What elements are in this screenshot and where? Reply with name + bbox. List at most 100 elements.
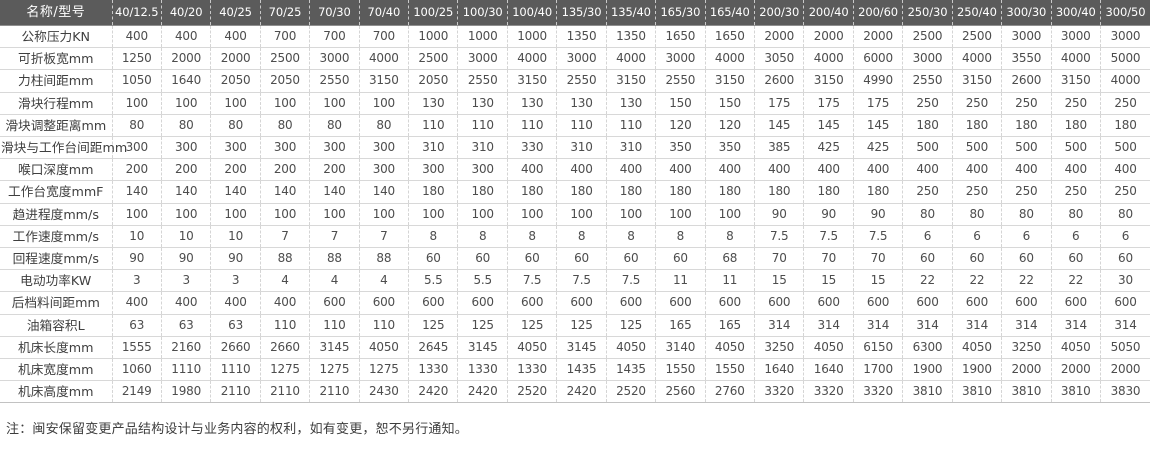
table-cell: 4 (259, 269, 310, 292)
table-cell: 4000 (803, 47, 854, 70)
table-cell: 180 (951, 114, 1002, 137)
column-header-model: 70/30 (309, 0, 360, 26)
table-cell: 110 (259, 314, 310, 337)
table-cell: 3000 (457, 47, 508, 70)
table-cell: 100 (210, 203, 261, 226)
table-cell: 4 (309, 269, 360, 292)
table-cell: 80 (951, 203, 1002, 226)
table-cell: 125 (556, 314, 607, 337)
table-cell: 330 (506, 136, 557, 159)
table-cell: 250 (902, 92, 953, 115)
table-cell: 165 (655, 314, 706, 337)
table-cell: 100 (704, 203, 755, 226)
table-cell: 400 (951, 158, 1002, 181)
table-cell: 8 (506, 225, 557, 248)
row-label: 趋进程度mm/s (12, 206, 99, 222)
table-cell: 400 (210, 291, 261, 315)
table-cell: 400 (1099, 158, 1150, 181)
table-cell: 500 (902, 136, 953, 159)
column-header-model: 300/50 (1099, 0, 1150, 26)
table-cell: 425 (803, 136, 854, 159)
table-cell: 60 (408, 247, 458, 270)
table-cell: 100 (408, 203, 458, 226)
table-cell: 90 (803, 203, 854, 226)
table-cell: 180 (506, 180, 557, 204)
row-label: 滑块行程mm (18, 95, 94, 111)
table-cell: 1650 (704, 25, 755, 48)
table-cell: 3150 (605, 69, 656, 93)
table-cell: 4050 (1050, 336, 1101, 359)
column-header-model: 200/60 (852, 0, 903, 26)
table-cell: 310 (605, 136, 656, 159)
table-cell: 600 (556, 291, 607, 315)
table-cell: 4050 (506, 336, 557, 359)
column-header-model: 300/30 (1001, 0, 1052, 26)
table-cell: 100 (358, 92, 409, 115)
table-cell: 7.5 (605, 269, 656, 292)
table-cell: 2500 (408, 47, 458, 70)
table-cell: 180 (704, 180, 755, 204)
table-cell: 90 (754, 203, 804, 226)
table-cell: 250 (1099, 180, 1150, 204)
table-cell: 314 (951, 314, 1002, 337)
table-cell: 100 (111, 203, 162, 226)
table-cell: 120 (655, 114, 706, 137)
table-row: 滑块与工作台间距mm 300 300 300 300 300 300 310 310 330 310… (0, 136, 1150, 159)
table-cell: 2600 (1001, 69, 1052, 93)
table-cell: 2050 (210, 69, 261, 93)
row-label: 电动功率KW (20, 273, 92, 289)
table-cell: 3000 (1001, 25, 1052, 48)
column-header-model: 40/25 (210, 0, 261, 26)
row-label: 力柱间距mm (18, 73, 94, 89)
column-header-model: 135/40 (605, 0, 656, 26)
table-cell: 400 (210, 25, 261, 48)
table-cell: 600 (605, 291, 656, 315)
table-row: 公称压力KN 400 400 400 700 700 700 1000 1000 1000 1350… (0, 25, 1150, 48)
table-cell: 350 (655, 136, 706, 159)
table-cell: 180 (1050, 114, 1101, 137)
table-cell: 110 (408, 114, 458, 137)
column-header-model: 40/12.5 (111, 0, 162, 26)
table-cell: 22 (1001, 269, 1052, 292)
table-cell: 100 (111, 92, 162, 115)
table-cell: 1050 (111, 69, 162, 93)
table-cell: 300 (408, 158, 458, 181)
table-cell: 4000 (1050, 47, 1101, 70)
table-cell: 500 (1099, 136, 1150, 159)
table-cell: 300 (111, 136, 162, 159)
table-cell: 314 (1099, 314, 1150, 337)
row-label: 回程速度mm/s (12, 251, 99, 267)
column-header-model: 40/20 (160, 0, 211, 26)
table-cell: 5050 (1099, 336, 1150, 359)
table-cell: 2149 (111, 380, 162, 403)
table-cell: 2500 (902, 25, 953, 48)
table-cell: 400 (1001, 158, 1052, 181)
table-cell: 7 (358, 225, 409, 248)
table-cell: 3000 (902, 47, 953, 70)
table-cell: 3810 (951, 380, 1002, 403)
table-cell: 2160 (160, 336, 211, 359)
table-cell: 3150 (951, 69, 1002, 93)
table-cell: 100 (160, 203, 211, 226)
table-cell: 90 (160, 247, 211, 270)
table-cell: 400 (754, 158, 804, 181)
table-cell: 145 (803, 114, 854, 137)
table-cell: 6 (1050, 225, 1101, 248)
table-cell: 3320 (754, 380, 804, 403)
table-cell: 2760 (704, 380, 755, 403)
table-cell: 120 (704, 114, 755, 137)
table-cell: 175 (754, 92, 804, 115)
table-cell: 4050 (358, 336, 409, 359)
table-cell: 4050 (803, 336, 854, 359)
table-cell: 3140 (655, 336, 706, 359)
table-cell: 6 (951, 225, 1002, 248)
table-cell: 7.5 (754, 225, 804, 248)
table-cell: 110 (457, 114, 508, 137)
table-cell: 1275 (358, 358, 409, 381)
table-cell: 600 (457, 291, 508, 315)
table-cell: 500 (1001, 136, 1052, 159)
table-cell: 180 (605, 180, 656, 204)
table-cell: 140 (358, 180, 409, 204)
table-cell: 30 (1099, 269, 1150, 292)
table-cell: 80 (309, 114, 360, 137)
